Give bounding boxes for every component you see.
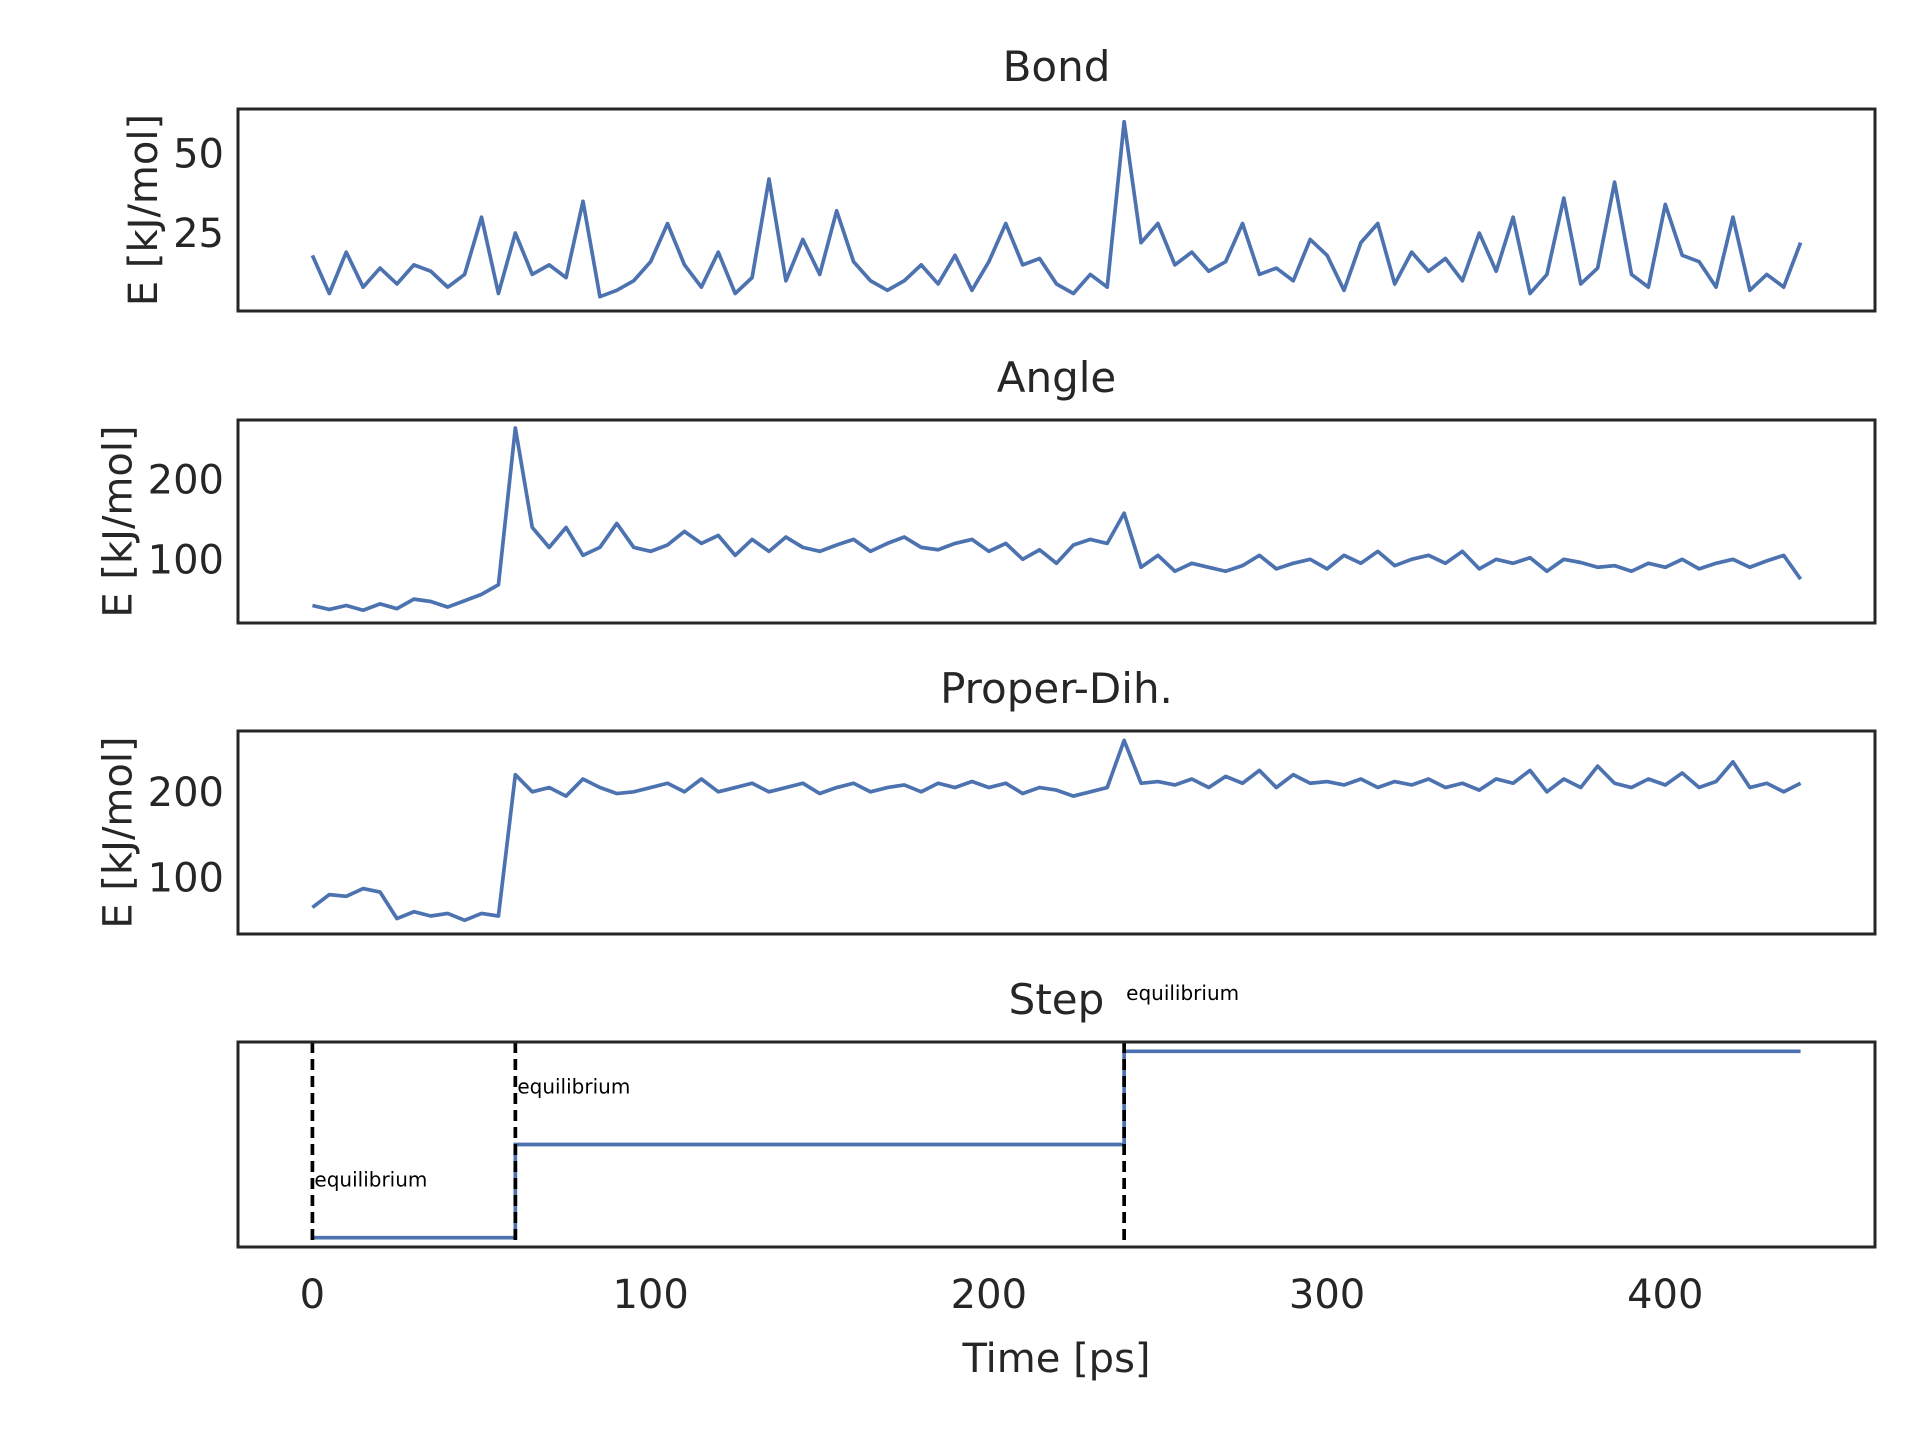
annotation: equilibrium (1126, 981, 1239, 1005)
panel-title: Bond (1003, 42, 1111, 91)
axes-frame (236, 1040, 1877, 1249)
step-line (312, 1049, 1801, 1240)
annotation: equilibrium (314, 1167, 427, 1191)
annotation: equilibrium (517, 1074, 630, 1098)
y-axis-label: E [kJ/mol] (121, 114, 167, 306)
y-tick-label: 200 (148, 770, 224, 816)
axes-frame (236, 418, 1877, 625)
data-line (310, 119, 1803, 299)
y-tick-label: 100 (148, 855, 224, 901)
panel-title: Angle (997, 353, 1117, 402)
axes-frame (236, 107, 1877, 313)
panel-title: Proper-Dih. (940, 664, 1173, 713)
data-line (311, 426, 1803, 613)
y-tick-label: 25 (173, 211, 224, 257)
x-tick-label: 100 (612, 1272, 688, 1318)
axes-frame (236, 729, 1877, 936)
x-tick-label: 300 (1289, 1272, 1365, 1318)
y-tick-label: 200 (148, 458, 224, 504)
x-axis-label: Time [ps] (961, 1336, 1150, 1382)
x-tick-label: 400 (1627, 1272, 1703, 1318)
y-tick-label: 50 (173, 132, 224, 178)
y-tick-label: 100 (148, 537, 224, 583)
y-axis-label: E [kJ/mol] (96, 736, 142, 928)
x-tick-label: 0 (300, 1272, 325, 1318)
y-axis-label: E [kJ/mol] (96, 425, 142, 617)
data-line (311, 738, 1802, 923)
x-tick-label: 200 (951, 1272, 1027, 1318)
panel-title: Step (1009, 975, 1105, 1024)
